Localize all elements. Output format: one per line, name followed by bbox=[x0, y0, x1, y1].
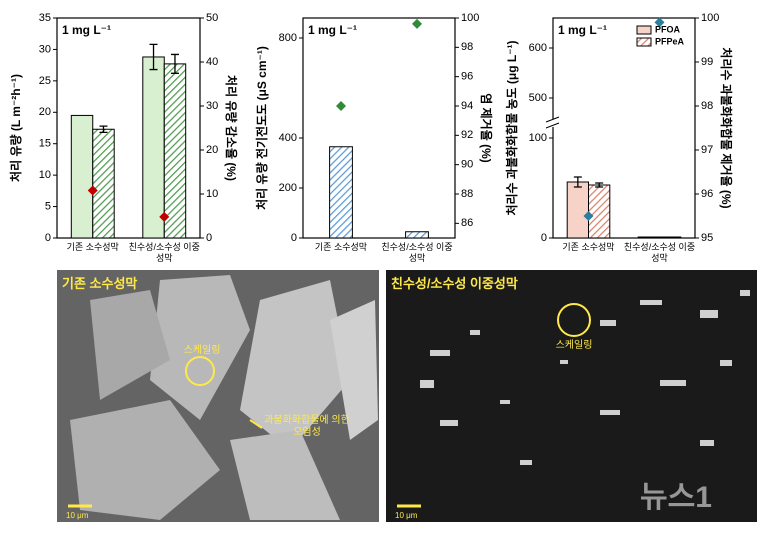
x-tick-label: 친수성/소수성 이중성막 bbox=[623, 242, 696, 263]
y2-tick-label: 99 bbox=[701, 56, 713, 68]
plot-frame bbox=[302, 17, 456, 239]
axis-break bbox=[547, 119, 559, 127]
y2-tick-label: 94 bbox=[461, 100, 473, 112]
legend-swatch bbox=[636, 37, 652, 47]
bar bbox=[588, 184, 611, 239]
marker bbox=[87, 185, 98, 196]
y-tick-label: 25 bbox=[39, 75, 51, 87]
y2-axis-title: 처리수 과불화화합물 제거율 (%) bbox=[719, 47, 734, 208]
watermark: 뉴스1 bbox=[640, 481, 712, 514]
y-tick-label: 0 bbox=[291, 232, 297, 244]
y2-tick-label: 92 bbox=[461, 129, 473, 141]
y-tick-label: 800 bbox=[279, 32, 297, 44]
y2-tick-label: 86 bbox=[461, 217, 473, 229]
scaling-circle bbox=[185, 356, 215, 386]
y2-tick-label: 30 bbox=[206, 100, 218, 112]
y2-tick-label: 95 bbox=[701, 232, 713, 244]
scaling-circle bbox=[557, 303, 591, 337]
image-label: 기존 소수성막 bbox=[62, 276, 138, 291]
x-tick-label: 기존 소수성막 bbox=[314, 242, 368, 252]
y-tick-label: 5 bbox=[45, 200, 51, 212]
y2-tick-label: 20 bbox=[206, 144, 218, 156]
y-tick-label: 30 bbox=[39, 43, 51, 55]
y2-tick-label: 100 bbox=[701, 12, 719, 24]
y-axis-title: 처리수 과불화화합물 농도 (μg L⁻¹) bbox=[504, 40, 519, 215]
y2-tick-label: 98 bbox=[701, 100, 713, 112]
error-bar bbox=[595, 182, 604, 188]
x-tick-label: 친수성/소수성 이중성막 bbox=[128, 242, 200, 263]
legend-label: PFPeA bbox=[655, 36, 685, 46]
y-tick-label: 35 bbox=[39, 12, 51, 24]
annotation: 스케일링 bbox=[555, 340, 593, 351]
plot-frame bbox=[56, 17, 201, 239]
bar bbox=[405, 231, 429, 239]
y2-tick-label: 40 bbox=[206, 56, 218, 68]
bar bbox=[566, 181, 590, 239]
marker bbox=[412, 18, 422, 29]
x-tick-label: 기존 소수성막 bbox=[562, 242, 615, 252]
bar bbox=[329, 146, 353, 239]
sem-texture bbox=[57, 270, 379, 522]
x-tick-label: 친수성/소수성 이중성막 bbox=[381, 242, 453, 263]
bar bbox=[70, 114, 94, 239]
scale-label: 10 μm bbox=[395, 511, 418, 520]
y-tick-label: 0 bbox=[45, 232, 51, 244]
y2-axis-title: 염 제거율 (%) bbox=[479, 93, 494, 163]
bar bbox=[659, 236, 682, 239]
bar bbox=[142, 56, 165, 239]
error-bar bbox=[149, 43, 158, 71]
y2-tick-label: 50 bbox=[206, 12, 218, 24]
y-tick-label: 10 bbox=[39, 169, 51, 181]
y-tick-label: 500 bbox=[529, 92, 547, 104]
annotation: 1 mg L⁻¹ bbox=[62, 23, 111, 37]
scale-label: 10 μm bbox=[66, 511, 89, 520]
y-tick-label: 200 bbox=[279, 182, 297, 194]
y-tick-label: 15 bbox=[39, 138, 51, 150]
image-label: 친수성/소수성 이중성막 bbox=[391, 276, 518, 291]
y-axis-title: 처리 유량 (L m⁻²h⁻¹) bbox=[8, 74, 23, 182]
y2-tick-label: 90 bbox=[461, 159, 473, 171]
annotation: 1 mg L⁻¹ bbox=[308, 23, 357, 37]
legend-label: PFOA bbox=[655, 24, 681, 34]
marker bbox=[583, 211, 594, 221]
error-bar bbox=[170, 53, 179, 74]
marker bbox=[336, 101, 346, 111]
sem-texture bbox=[420, 290, 750, 465]
y2-tick-label: 96 bbox=[461, 71, 473, 83]
y2-axis-title: 처리 유량 감소율 (%) bbox=[224, 75, 239, 181]
error-bar bbox=[99, 125, 108, 134]
bar bbox=[163, 63, 187, 239]
bar bbox=[637, 236, 661, 239]
marker bbox=[159, 211, 170, 222]
annotation: 과불화화합물에 의한 오염성 bbox=[264, 415, 350, 438]
y2-tick-label: 97 bbox=[701, 144, 713, 156]
y-tick-label: 600 bbox=[529, 42, 547, 54]
y2-tick-label: 0 bbox=[206, 232, 212, 244]
axis-break bbox=[545, 122, 560, 129]
y-tick-label: 0 bbox=[541, 232, 547, 244]
annotation: 스케일링 bbox=[183, 345, 221, 356]
error-bar bbox=[573, 176, 582, 188]
y2-tick-label: 100 bbox=[461, 12, 479, 24]
x-tick-label: 기존 소수성막 bbox=[66, 242, 119, 252]
axis-break bbox=[545, 116, 560, 123]
y2-tick-label: 98 bbox=[461, 41, 473, 53]
legend-swatch bbox=[636, 25, 652, 35]
y2-tick-label: 96 bbox=[701, 188, 713, 200]
y2-tick-label: 88 bbox=[461, 188, 473, 200]
y-tick-label: 400 bbox=[279, 132, 297, 144]
annotation: 1 mg L⁻¹ bbox=[558, 23, 607, 37]
y-axis-title: 처리 유량 전기전도도 (μS cm⁻¹) bbox=[254, 46, 269, 210]
plot-frame bbox=[552, 17, 696, 239]
y-tick-label: 20 bbox=[39, 106, 51, 118]
marker bbox=[654, 17, 665, 28]
bar bbox=[92, 128, 115, 239]
sem-image bbox=[386, 270, 757, 522]
arrow bbox=[249, 419, 263, 429]
y-tick-label: 100 bbox=[529, 132, 547, 144]
y2-tick-label: 10 bbox=[206, 188, 218, 200]
